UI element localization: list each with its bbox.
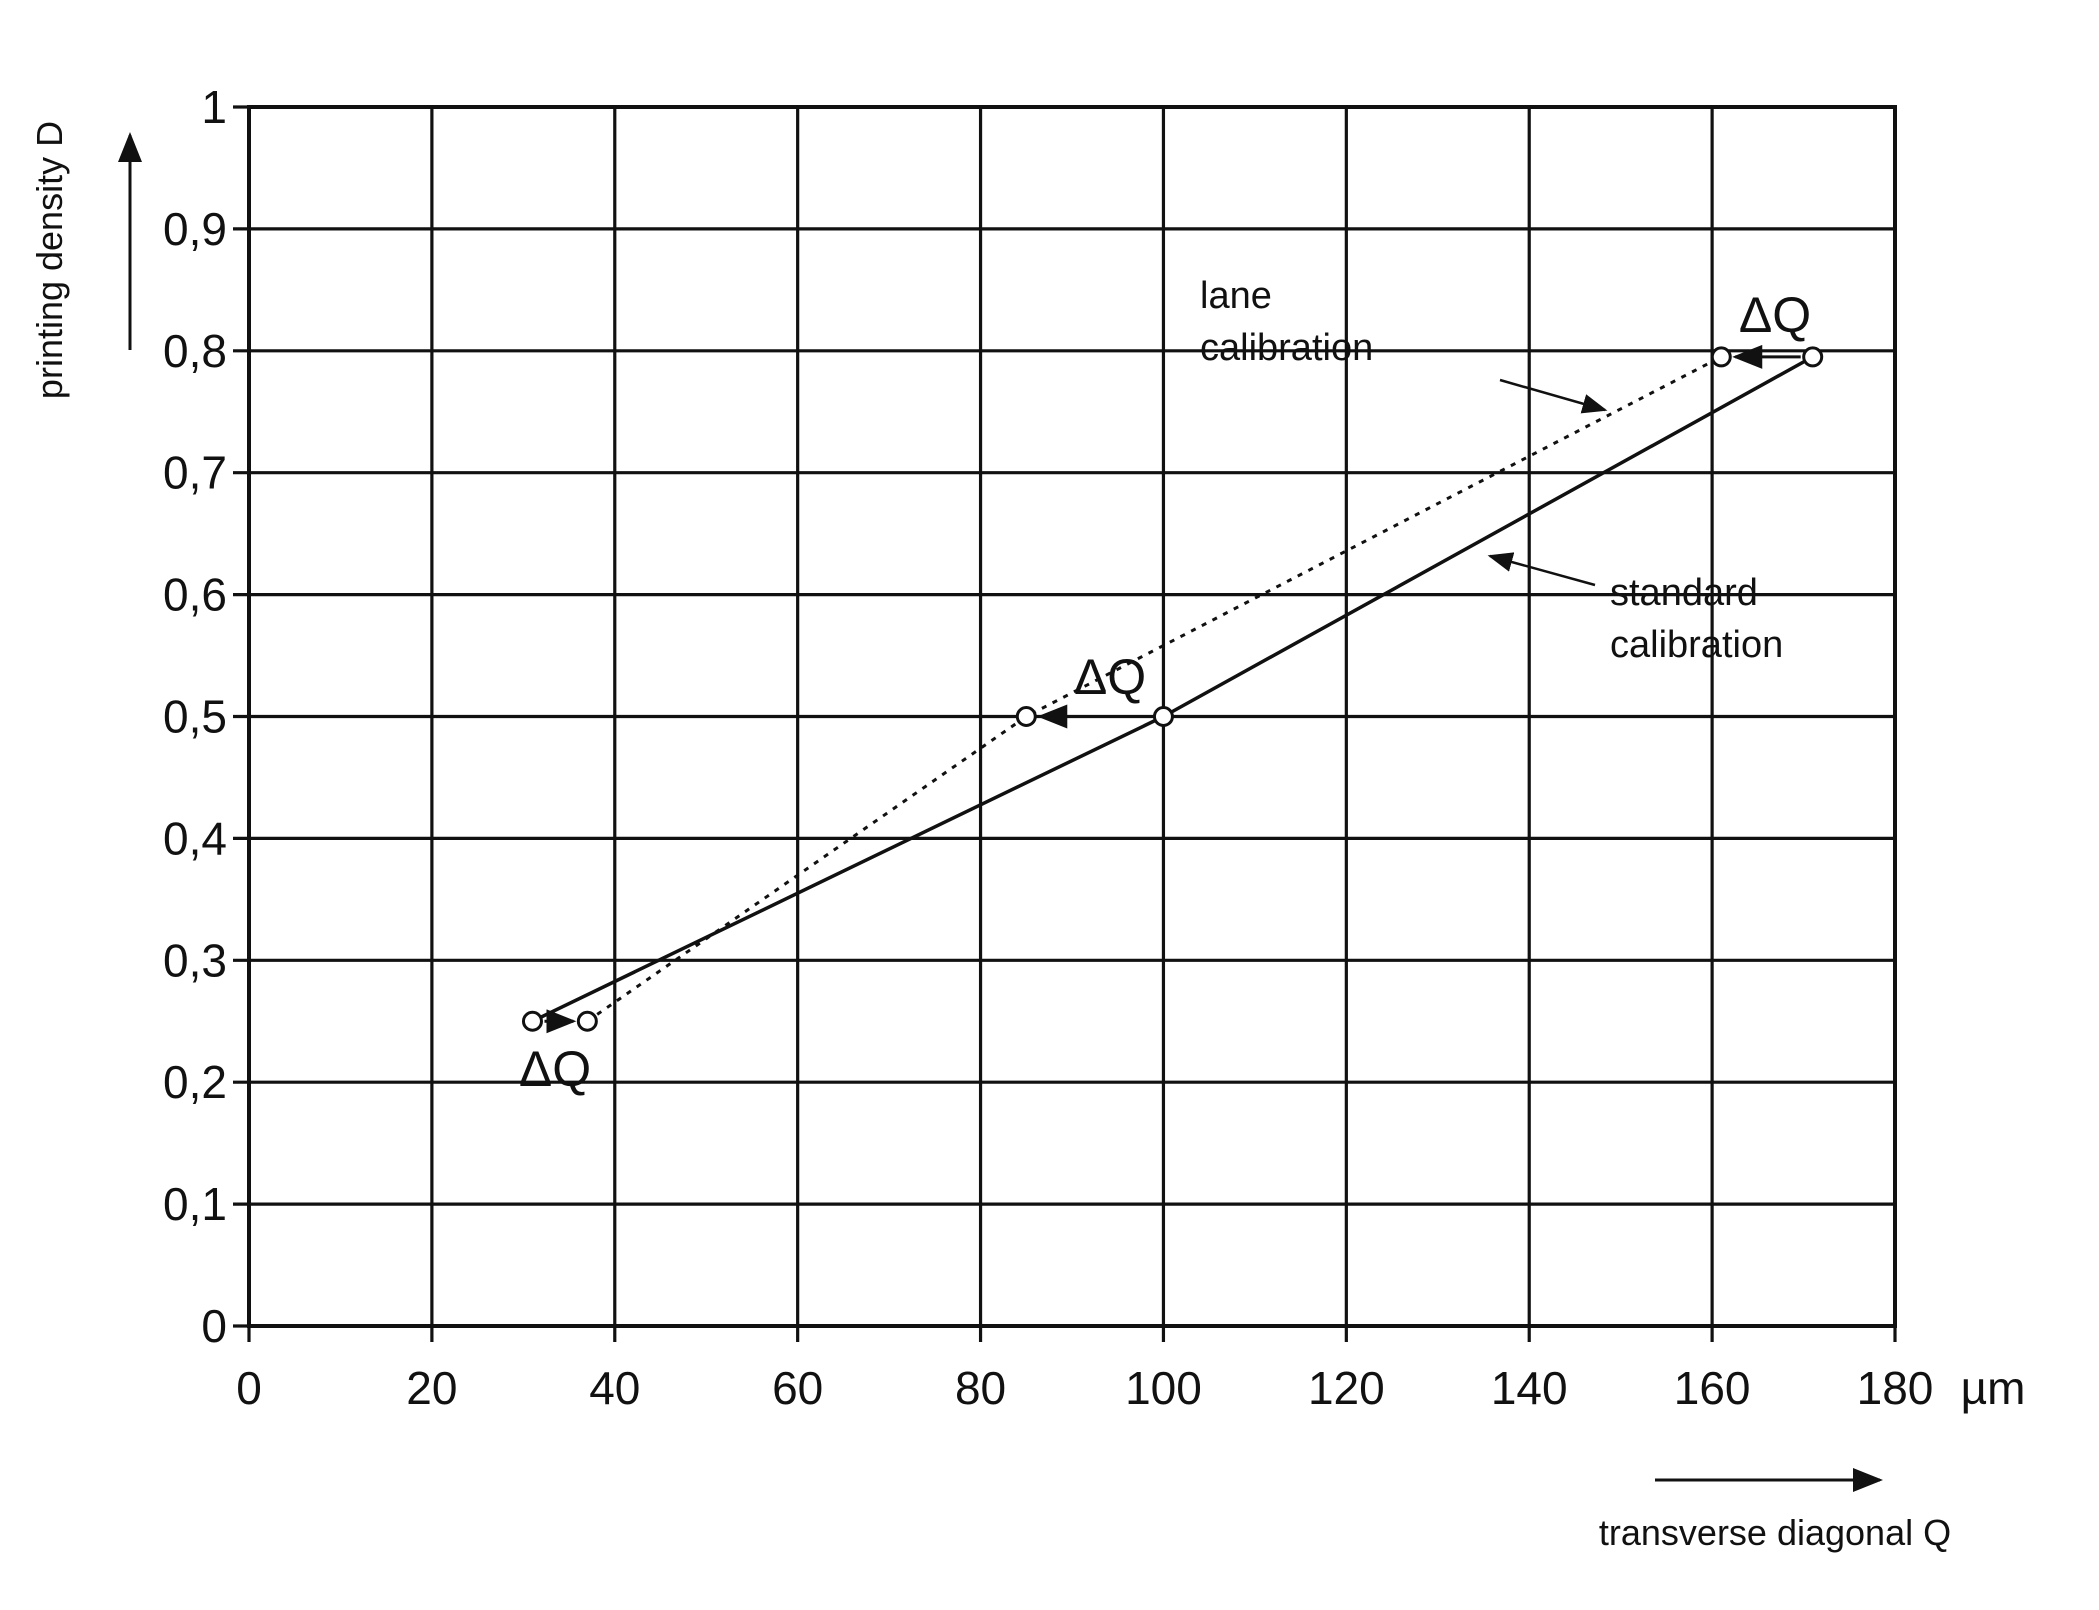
lane-calibration-label-line1: lane bbox=[1200, 275, 1272, 317]
y-tick-label: 0 bbox=[201, 1300, 227, 1352]
y-tick-label: 0,9 bbox=[163, 203, 227, 255]
lane-calibration-label-line2: calibration bbox=[1200, 327, 1373, 369]
x-tick-label: 160 bbox=[1674, 1362, 1751, 1414]
delta-q-label-high: ΔQ bbox=[1739, 287, 1811, 343]
x-tick-label: 60 bbox=[772, 1362, 823, 1414]
delta-q-label-low: ΔQ bbox=[519, 1041, 591, 1097]
y-tick-label: 0,2 bbox=[163, 1056, 227, 1108]
y-tick-label: 0,7 bbox=[163, 447, 227, 499]
x-tick-label: 20 bbox=[406, 1362, 457, 1414]
delta-q-label-mid: ΔQ bbox=[1074, 649, 1146, 705]
standard-calibration-point bbox=[1804, 348, 1822, 366]
y-tick-label: 0,4 bbox=[163, 812, 227, 864]
lane-calibration-point bbox=[578, 1012, 596, 1030]
grid bbox=[233, 107, 1895, 1342]
y-tick-label: 0,8 bbox=[163, 325, 227, 377]
standard-calibration-label-line1: standard bbox=[1610, 572, 1758, 614]
lane-calibration-leader-arrow bbox=[1500, 380, 1605, 410]
x-tick-label: 120 bbox=[1308, 1362, 1385, 1414]
x-tick-label: 40 bbox=[589, 1362, 640, 1414]
lane-calibration-line bbox=[587, 357, 1721, 1021]
standard-calibration-point bbox=[1154, 708, 1172, 726]
y-axis-title: printing density D bbox=[29, 121, 70, 399]
x-axis-title: transverse diagonal Q bbox=[1599, 1512, 1951, 1553]
x-axis-unit: µm bbox=[1961, 1362, 2026, 1414]
standard-calibration-leader-arrow bbox=[1490, 556, 1595, 585]
y-tick-label: 0,3 bbox=[163, 934, 227, 986]
x-tick-label: 100 bbox=[1125, 1362, 1202, 1414]
x-tick-label: 180 bbox=[1857, 1362, 1934, 1414]
standard-calibration-line bbox=[532, 357, 1812, 1021]
y-tick-label: 1 bbox=[201, 81, 227, 133]
lane-calibration-point bbox=[1017, 708, 1035, 726]
standard-calibration-point bbox=[523, 1012, 541, 1030]
x-tick-label: 80 bbox=[955, 1362, 1006, 1414]
x-tick-label: 0 bbox=[236, 1362, 262, 1414]
tick-labels: 0 20 40 60 80 100 120 140 160 180 0 0,1 0,2 0,3 0,4 0,5… bbox=[163, 81, 1933, 1414]
lane-calibration-point bbox=[1712, 348, 1730, 366]
y-tick-label: 0,5 bbox=[163, 691, 227, 743]
y-tick-label: 0,6 bbox=[163, 569, 227, 621]
y-tick-label: 0,1 bbox=[163, 1178, 227, 1230]
x-tick-label: 140 bbox=[1491, 1362, 1568, 1414]
standard-calibration-label-line2: calibration bbox=[1610, 624, 1783, 666]
data-series bbox=[523, 348, 1821, 1030]
